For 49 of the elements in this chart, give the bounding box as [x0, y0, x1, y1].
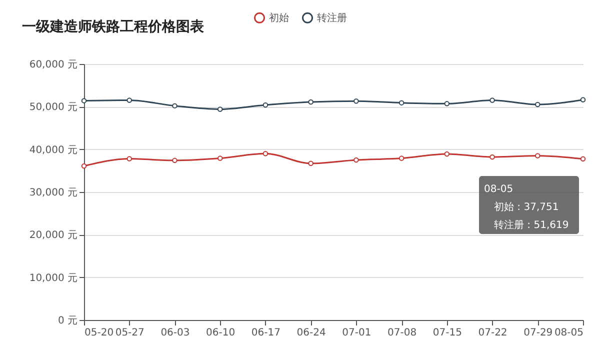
point: [580, 156, 586, 162]
point: [354, 157, 359, 163]
x-tick-label: 08-05: [554, 328, 584, 338]
y-tick-label: 50,000 元: [29, 102, 78, 114]
y-tick-label: 30,000 元: [29, 188, 78, 198]
x-tick-label: 07-22: [478, 328, 508, 338]
point: [172, 103, 178, 108]
point: [262, 102, 268, 108]
point: [81, 98, 87, 104]
y-tick-label: 10,000 元: [29, 272, 78, 284]
point: [172, 158, 178, 164]
y-tick-label: 20,000 元: [29, 230, 78, 242]
point: [217, 156, 223, 161]
y-tick-label: 0 元: [58, 316, 78, 326]
point: [444, 101, 450, 106]
point: [262, 150, 268, 156]
x-tick-label: 06-03: [160, 328, 190, 338]
legend-label: 转注册: [317, 12, 347, 24]
point: [580, 97, 586, 102]
y-tick-label: 60,000 元: [29, 60, 78, 70]
x-tick-label: 05-20: [84, 328, 114, 338]
x-tick-label: 06-10: [206, 328, 236, 338]
point: [535, 102, 540, 108]
point: [398, 100, 404, 106]
legend-label: 初始: [269, 12, 289, 24]
point: [490, 98, 495, 103]
y-tick-label: 40,000 元: [29, 144, 78, 156]
x-tick-label: 07-15: [432, 328, 462, 338]
x-tick-label: 07-29: [524, 328, 553, 338]
annotation: 08-05: [484, 184, 514, 195]
x-tick-label: 06-17: [251, 328, 280, 338]
x-tick-label: 05-27: [115, 328, 144, 338]
point: [217, 106, 223, 112]
x-tick-label: 06-24: [296, 328, 326, 338]
point: [490, 154, 495, 160]
point: [444, 151, 450, 157]
point: [535, 153, 540, 158]
annotation: 转注册 : 51,619: [494, 219, 569, 231]
point: [308, 160, 314, 166]
x-tick-label: 07-01: [342, 328, 372, 338]
point: [308, 99, 314, 105]
x-tick-label: 07-08: [388, 328, 417, 338]
point: [126, 98, 132, 103]
chart-title: 一级建造师铁路工程价格图表: [22, 19, 205, 35]
point: [398, 156, 404, 161]
point: [126, 156, 132, 162]
point: [354, 98, 359, 104]
point: [81, 163, 87, 169]
annotation: 初始 : 37,751: [494, 201, 559, 213]
